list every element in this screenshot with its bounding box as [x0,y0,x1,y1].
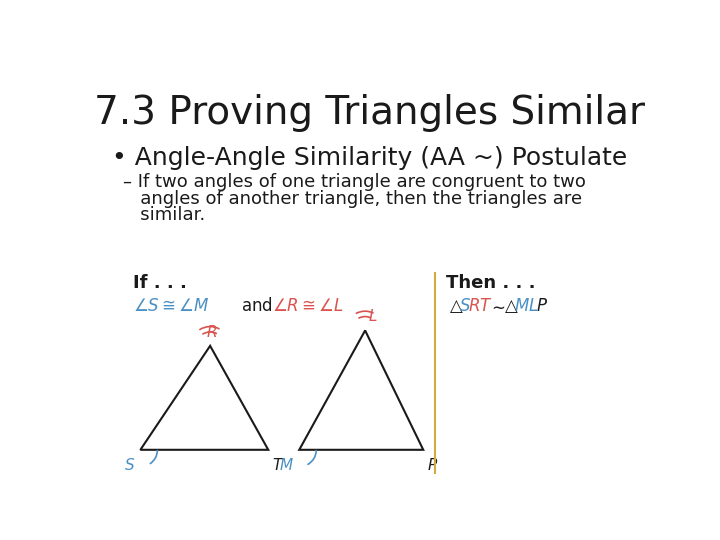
Text: $P$: $P$ [536,298,548,315]
Text: $\mathrm{and}$: $\mathrm{and}$ [241,298,273,315]
Text: R: R [207,325,217,340]
Text: M: M [280,457,293,472]
Text: $\angle S \cong \angle M$: $\angle S \cong \angle M$ [132,298,210,315]
Text: $\triangle$: $\triangle$ [500,298,518,315]
Text: Then . . .: Then . . . [446,274,536,292]
Text: $\angle R \cong \angle L$: $\angle R \cong \angle L$ [272,298,344,315]
Text: similar.: similar. [122,206,204,225]
Text: $S$: $S$ [459,298,471,315]
Text: 7.3 Proving Triangles Similar: 7.3 Proving Triangles Similar [94,94,644,132]
Text: S: S [125,457,134,472]
Text: $\sim$: $\sim$ [488,298,505,315]
Text: L: L [369,309,377,325]
Text: angles of another triangle, then the triangles are: angles of another triangle, then the tri… [122,190,582,207]
Text: $ML$: $ML$ [514,298,539,315]
Text: P: P [427,457,436,472]
Text: $RT$: $RT$ [468,298,493,315]
Text: $\triangle$: $\triangle$ [446,298,464,315]
Text: – If two angles of one triangle are congruent to two: – If two angles of one triangle are cong… [122,173,585,191]
Text: • Angle-Angle Similarity (AA ~) Postulate: • Angle-Angle Similarity (AA ~) Postulat… [112,146,627,170]
Text: T: T [272,457,282,472]
Text: If . . .: If . . . [132,274,186,292]
